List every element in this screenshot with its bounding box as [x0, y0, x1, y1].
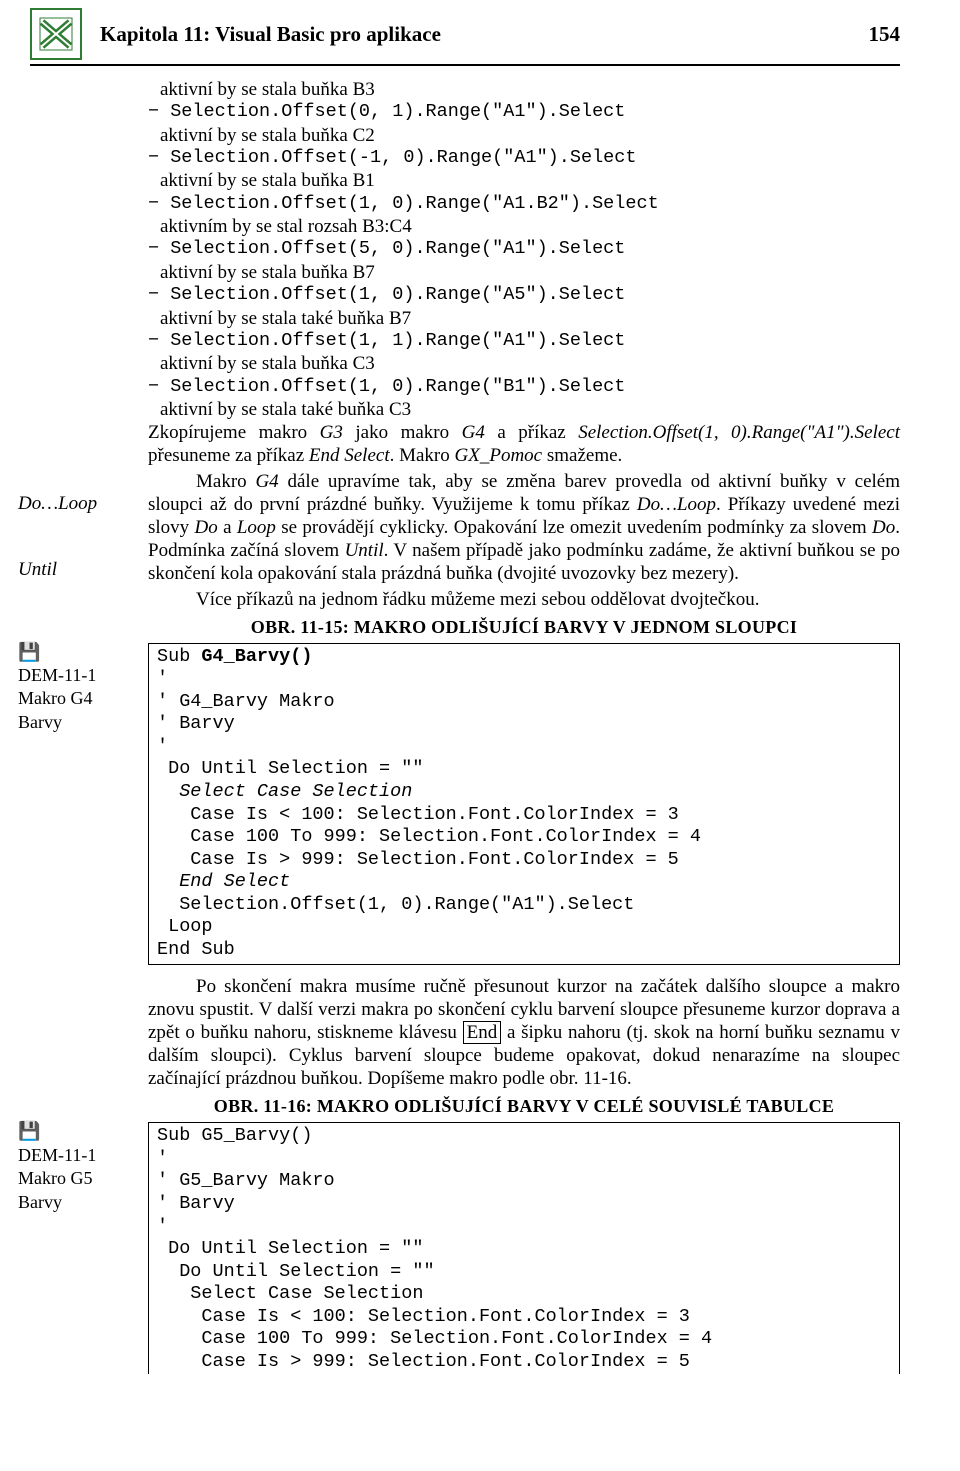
code-comment-block: aktivní by se stala buňka B3− Selection.…: [148, 78, 900, 421]
main-column: aktivní by se stala buňka B3− Selection.…: [148, 78, 900, 1374]
code-line: − Selection.Offset(0, 1).Range("A1").Sel…: [148, 101, 900, 124]
paragraph-do-loop: Makro G4 dále upravíme tak, aby se změna…: [148, 470, 900, 586]
code-listing-1: Sub G4_Barvy() ' ' G4_Barvy Makro ' Barv…: [148, 643, 900, 965]
disk-icon: 💾: [18, 1121, 40, 1141]
page: Kapitola 11: Visual Basic pro aplikace 1…: [0, 0, 960, 1471]
comment-line: aktivní by se stala buňka B7: [148, 261, 900, 284]
code-line: − Selection.Offset(5, 0).Range("A1").Sel…: [148, 238, 900, 261]
disk-icon: 💾: [18, 642, 40, 662]
comment-line: aktivní by se stala buňka C2: [148, 124, 900, 147]
paragraph-colon: Více příkazů na jednom řádku můžeme mezi…: [148, 588, 900, 611]
margin-note-doloop: Do…Loop: [18, 492, 138, 516]
comment-line: aktivní by se stala buňka B1: [148, 169, 900, 192]
paragraph-after-code1: Po skončení makra musíme ručně přesunout…: [148, 975, 900, 1091]
margin-ref-g5: 💾 DEM-11-1 Makro G5 Barvy: [18, 1120, 138, 1214]
comment-line: aktivní by se stala také buňka C3: [148, 398, 900, 421]
comment-line: aktivní by se stala buňka C3: [148, 352, 900, 375]
excel-icon: [30, 8, 82, 60]
page-header: Kapitola 11: Visual Basic pro aplikace 1…: [30, 0, 900, 66]
figure-caption-1: OBR. 11-15: MAKRO ODLIŠUJÍCÍ BARVY V JED…: [148, 617, 900, 639]
margin-ref-g4: 💾 DEM-11-1 Makro G4 Barvy: [18, 641, 138, 735]
chapter-title: Kapitola 11: Visual Basic pro aplikace: [100, 22, 869, 47]
page-number: 154: [869, 22, 901, 47]
comment-line: aktivním by se stal rozsah B3:C4: [148, 215, 900, 238]
code-line: − Selection.Offset(1, 0).Range("A5").Sel…: [148, 284, 900, 307]
code-line: − Selection.Offset(1, 0).Range("A1.B2").…: [148, 193, 900, 216]
comment-line: aktivní by se stala také buňka B7: [148, 307, 900, 330]
code-line: − Selection.Offset(1, 0).Range("B1").Sel…: [148, 376, 900, 399]
code-listing-2: Sub G5_Barvy() ' ' G5_Barvy Makro ' Barv…: [148, 1122, 900, 1373]
key-end: End: [463, 1021, 502, 1044]
code-line: − Selection.Offset(-1, 0).Range("A1").Se…: [148, 147, 900, 170]
margin-note-until: Until: [18, 558, 138, 582]
code-line: − Selection.Offset(1, 1).Range("A1").Sel…: [148, 330, 900, 353]
paragraph-copy-macro: Zkopírujeme makro G3 jako makro G4 a pří…: [148, 421, 900, 467]
figure-caption-2: OBR. 11-16: MAKRO ODLIŠUJÍCÍ BARVY V CEL…: [148, 1096, 900, 1118]
content-area: aktivní by se stala buňka B3− Selection.…: [0, 78, 960, 1374]
comment-line: aktivní by se stala buňka B3: [148, 78, 900, 101]
